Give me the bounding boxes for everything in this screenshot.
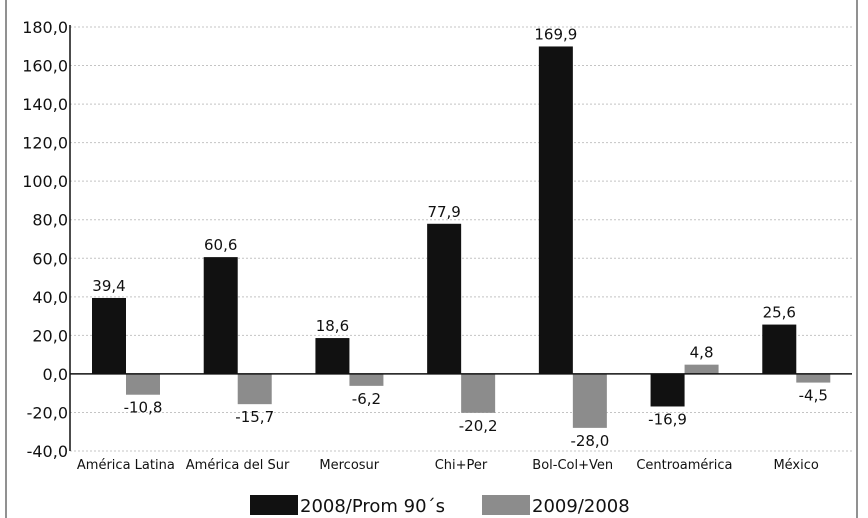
bar: [203, 257, 238, 374]
data-label: 25,6: [763, 304, 796, 322]
data-label: -20,2: [459, 417, 498, 435]
bar: [315, 338, 350, 374]
x-category-label: América Latina: [77, 458, 175, 473]
y-tick-label: 100,0: [22, 172, 68, 191]
y-tick-label: 60,0: [32, 249, 68, 268]
bar: [461, 373, 496, 413]
bar: [796, 373, 831, 383]
data-label: 39,4: [92, 277, 125, 295]
bar: [92, 297, 126, 374]
y-tick-label: -20,0: [27, 403, 68, 422]
bar: [126, 373, 160, 395]
data-label: -6,2: [352, 390, 381, 408]
x-category-label: Bol-Col+Ven: [532, 458, 613, 473]
y-tick-label: 160,0: [22, 57, 68, 76]
bar: [762, 324, 797, 374]
legend-label: 2008/Prom 90´s: [300, 496, 445, 517]
data-label: -16,9: [648, 410, 687, 428]
data-label: 60,6: [204, 236, 237, 254]
bar: [427, 223, 462, 374]
data-label: -28,0: [570, 432, 609, 450]
data-label: 169,9: [534, 25, 577, 43]
y-tick-label: 120,0: [22, 134, 68, 153]
legend[interactable]: 2008/Prom 90´s 2009/2008: [250, 495, 630, 517]
x-category-label: México: [773, 458, 818, 473]
y-tick-label: 0,0: [43, 365, 68, 384]
axes: [69, 25, 852, 451]
bar: [538, 46, 573, 374]
legend-label: 2009/2008: [532, 496, 630, 517]
data-label: -10,8: [124, 399, 163, 417]
bar: [237, 373, 272, 405]
y-tick-label: 40,0: [32, 288, 68, 307]
x-category-label: Centroamérica: [636, 458, 732, 473]
bars: [92, 46, 831, 428]
data-labels: 39,4 -10,8 60,6 -15,7 18,6 -6,2 77,9 -20,2 169,9…: [92, 25, 828, 449]
bar: [684, 364, 719, 374]
x-axis-categories: América Latina América del Sur Mercosur Chi…: [77, 458, 819, 473]
x-category-label: Chi+Per: [435, 458, 488, 473]
data-label: -15,7: [235, 408, 274, 426]
legend-swatch: [482, 495, 530, 515]
data-label: 77,9: [427, 203, 460, 221]
bar: [572, 373, 607, 428]
y-tick-label: 180,0: [22, 18, 68, 37]
x-category-label: Mercosur: [319, 458, 379, 473]
data-label: 18,6: [316, 317, 349, 335]
y-tick-label: -40,0: [27, 442, 68, 461]
legend-swatch: [250, 495, 298, 515]
x-category-label: América del Sur: [186, 458, 290, 473]
data-label: -4,5: [799, 387, 828, 405]
y-tick-label: 140,0: [22, 95, 68, 114]
data-label: 4,8: [690, 344, 714, 362]
y-axis-ticks: 180,0 160,0 140,0 120,0 100,0 80,0 60,0 40,0 20,…: [22, 18, 68, 461]
y-tick-label: 80,0: [32, 211, 68, 230]
bar: [650, 373, 685, 407]
y-tick-label: 20,0: [32, 326, 68, 345]
bar: [349, 373, 384, 386]
